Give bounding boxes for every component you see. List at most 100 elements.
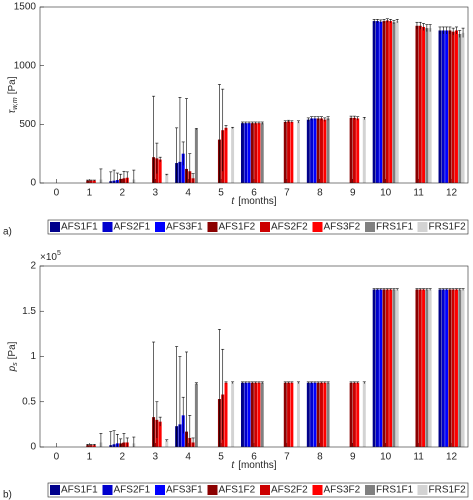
legend-label: FRS1F1 — [376, 485, 414, 496]
bar — [461, 32, 465, 184]
bar — [356, 118, 360, 183]
legend-swatch — [312, 485, 323, 495]
y-label-unit: [Pa] — [7, 341, 18, 359]
bar — [395, 289, 399, 447]
bar — [451, 289, 455, 447]
bar — [454, 289, 458, 447]
bar — [362, 382, 366, 447]
x-tick-label: 8 — [317, 188, 323, 199]
bar — [425, 289, 429, 447]
bar — [310, 382, 314, 447]
bar — [389, 289, 393, 447]
bar — [428, 289, 432, 447]
bar — [438, 289, 442, 447]
bar — [310, 118, 314, 183]
bar — [458, 33, 462, 184]
x-axis-label: t [months] — [231, 460, 276, 471]
x-tick-label: 8 — [317, 452, 323, 463]
x-tick-label: 6 — [251, 452, 257, 463]
bar — [296, 121, 300, 183]
x-tick-label: 5 — [218, 452, 224, 463]
bar — [428, 28, 432, 184]
bar — [254, 382, 258, 447]
x-tick-label: 12 — [446, 188, 458, 199]
y-axis-label: τw,m [Pa] — [7, 76, 19, 113]
x-tick-label: 7 — [284, 188, 290, 199]
bar — [290, 382, 294, 447]
y-label-symbol: p — [7, 365, 18, 372]
x-tick-label: 6 — [251, 188, 257, 199]
bar — [415, 25, 419, 184]
bar — [422, 289, 426, 447]
legend-box — [47, 482, 469, 498]
bar — [454, 30, 458, 183]
bar — [224, 127, 228, 183]
y-tick-label: 2 — [30, 261, 36, 272]
bar — [231, 382, 235, 447]
legend-label: FRS1F1 — [376, 222, 414, 233]
bar — [260, 382, 264, 447]
legend-swatch — [155, 222, 165, 232]
bar — [385, 289, 389, 447]
y-label-unit: [Pa] — [7, 76, 18, 94]
panel-label: b) — [3, 490, 12, 500]
x-axis-label: t [months] — [231, 196, 276, 207]
y-label-symbol: τ — [7, 109, 18, 114]
bar — [418, 25, 422, 184]
legend-label: AFS2F2 — [271, 485, 308, 496]
bar — [165, 174, 169, 183]
x-tick-label: 7 — [284, 452, 290, 463]
y-tick-label: 1.5 — [22, 306, 36, 317]
bar — [389, 21, 393, 183]
bar — [379, 21, 383, 183]
legend-swatch — [155, 485, 165, 495]
bar — [349, 382, 353, 447]
bar — [287, 382, 291, 447]
bar — [323, 382, 327, 447]
bar — [194, 383, 198, 447]
y-scale-exponent: 5 — [57, 250, 61, 257]
bar — [392, 22, 396, 184]
bar — [224, 382, 228, 447]
x-tick-label: 9 — [350, 452, 356, 463]
bar — [254, 123, 258, 183]
bar — [425, 28, 429, 184]
bar — [86, 180, 90, 183]
bar — [349, 117, 353, 183]
bar — [448, 30, 452, 183]
legend-label: AFS3F2 — [324, 222, 361, 233]
bar — [231, 127, 235, 183]
x-tick-label: 10 — [380, 452, 392, 463]
bar — [316, 118, 320, 183]
y-scale-base: ×10 — [40, 252, 57, 263]
bar — [313, 382, 317, 447]
y-scale-label: ×105 — [40, 250, 61, 263]
bar — [257, 123, 261, 183]
legend-swatch — [50, 222, 60, 232]
x-tick-label: 0 — [54, 452, 60, 463]
legend-swatch — [417, 222, 428, 232]
x-label-unit: [months] — [238, 460, 277, 471]
x-tick-label: 5 — [218, 188, 224, 199]
y-label-subscript: s — [12, 362, 19, 366]
bar — [326, 118, 330, 183]
bar — [372, 289, 376, 447]
bar — [306, 119, 310, 183]
bar — [352, 117, 356, 183]
x-tick-label: 10 — [380, 188, 392, 199]
legend-label: AFS1F2 — [219, 222, 256, 233]
legend-label: AFS1F1 — [61, 485, 98, 496]
bar — [372, 21, 376, 183]
legend-swatch — [207, 485, 218, 495]
bar — [395, 21, 399, 183]
bar — [296, 382, 300, 447]
bar — [250, 382, 254, 447]
x-label-symbol: t — [231, 196, 235, 207]
bar — [165, 440, 169, 447]
bar — [260, 123, 264, 183]
bar — [448, 289, 452, 447]
bar — [283, 382, 287, 447]
bar — [244, 382, 248, 447]
bar — [287, 121, 291, 183]
bar — [158, 159, 162, 183]
